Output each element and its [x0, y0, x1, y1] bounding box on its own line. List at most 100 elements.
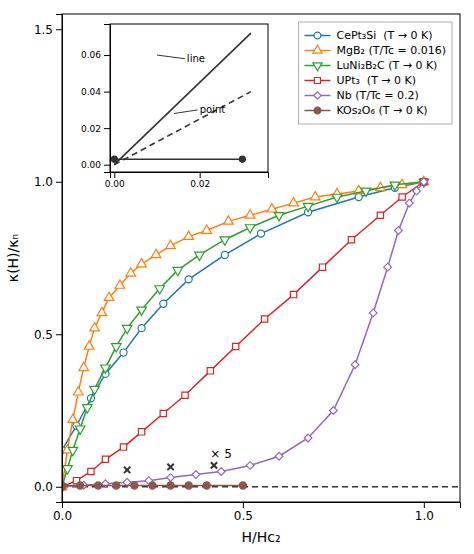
series-marker: [166, 240, 176, 248]
series-line: [114, 92, 251, 165]
y-tick: 0.0: [34, 480, 62, 494]
series-marker: [90, 386, 100, 394]
legend-item: KOs₂O₆ (T → 0 K): [304, 104, 427, 117]
series-marker: [101, 365, 111, 373]
inset-frame: [110, 24, 268, 172]
series-marker: [111, 344, 121, 352]
y-tick: 1.0: [34, 175, 62, 189]
legend-label: Nb (T/Tc = 0.2): [336, 89, 418, 102]
inset-x-tick-mark: [114, 172, 115, 178]
series-line: [62, 182, 424, 487]
series-marker: [348, 237, 354, 243]
legend-swatch-marker: [313, 63, 322, 71]
legend-item: Nb (T/Tc = 0.2): [304, 89, 418, 102]
inset-y-axis: 0.000.020.040.06: [81, 25, 111, 173]
legend-swatch-marker: [314, 32, 321, 39]
inset-y-tick-mark: [104, 165, 110, 166]
series-marker: [195, 252, 205, 260]
inset-y-tick-mark: [104, 92, 110, 93]
series-line: [62, 182, 424, 487]
series-marker: [220, 237, 230, 245]
inset-y-tick: 0.02: [81, 124, 110, 134]
series-marker: [115, 280, 125, 288]
series-marker: [185, 482, 192, 489]
y-axis-line: [56, 15, 63, 503]
inset-marks: [111, 33, 251, 165]
series-marker: [329, 407, 337, 415]
legend-swatch-marker: [314, 107, 321, 114]
inset-y-tick: 0.00: [81, 160, 110, 170]
x-tick-label: 1.0: [415, 509, 434, 523]
x-tick: 0.5: [234, 502, 253, 523]
series-marker: [73, 387, 83, 395]
series-marker: [274, 213, 284, 221]
x-tick-label: 0.5: [234, 509, 253, 523]
y-tick-label: 1.0: [34, 175, 53, 189]
inset-y-axis-line: [104, 25, 111, 173]
inset-x-tick-label: 0.02: [190, 179, 210, 189]
series-marker: [102, 480, 110, 488]
y-tick-mark: [56, 334, 62, 335]
series-marker: [257, 230, 264, 237]
series-marker: [160, 300, 167, 307]
inset-x-tick: 0.00: [105, 172, 125, 189]
x-tick: 1.0: [415, 502, 434, 523]
y-tick-mark: [56, 182, 62, 183]
series-marker: [151, 249, 161, 257]
series-marker: [138, 325, 145, 332]
series-marker: [111, 156, 117, 162]
annotation: line: [187, 53, 205, 64]
annotation-line: [157, 55, 185, 59]
series-marker: [68, 447, 78, 455]
series-marker: [120, 444, 126, 450]
series-marker: [224, 216, 234, 224]
series-marker: [77, 482, 84, 489]
series-marker: [90, 323, 100, 331]
series-marker: [290, 291, 296, 297]
marks: [62, 176, 460, 492]
y-tick: 0.5: [34, 328, 62, 342]
series-marker: [182, 392, 188, 398]
series-marker: [351, 361, 359, 369]
series-line: [62, 486, 460, 488]
series-marker: [97, 307, 107, 315]
series-marker: [184, 231, 194, 239]
x-tick-label: 0.0: [53, 509, 72, 523]
series-marker: [233, 343, 239, 349]
legend-label: UPt₃ (T → 0 K): [336, 74, 416, 87]
series-line: [62, 182, 424, 450]
series-marker: [167, 482, 174, 489]
series-marker: [167, 464, 173, 470]
y-tick-label: 0.0: [34, 480, 53, 494]
y-tick: 1.5: [34, 23, 62, 37]
series-marker: [120, 349, 127, 356]
series-marker: [75, 426, 85, 434]
legend-label: LuNi₂B₂C (T → 0 K): [336, 59, 437, 72]
legend-item: UPt₃ (T → 0 K): [304, 74, 416, 87]
series-marker: [245, 225, 255, 233]
inset-y-tick: 0.06: [81, 50, 110, 60]
inset-x-axis: 0.00 0.02: [105, 172, 269, 189]
series-marker: [95, 482, 102, 489]
series-marker: [185, 276, 192, 283]
x-axis-line: [63, 503, 461, 509]
inset-y-tick-mark: [104, 55, 110, 56]
series-marker: [289, 198, 299, 206]
annotation: × 5: [210, 447, 232, 461]
series-marker: [384, 263, 392, 271]
y-axis: 0.0 0.5 1.0 1.5: [34, 15, 63, 503]
series-marker: [304, 434, 312, 442]
series-marker: [275, 452, 283, 460]
series-marker: [102, 456, 108, 462]
series-marker: [239, 482, 246, 489]
series-line: [62, 182, 424, 487]
series-marker: [267, 204, 277, 212]
y-axis-title: κ(H)/κₙ: [5, 234, 21, 282]
x-axis: 0.0 0.5 1.0: [53, 502, 461, 523]
series-marker: [138, 429, 144, 435]
legend-swatch-marker: [314, 92, 321, 99]
series-marker: [167, 474, 175, 482]
series-marker: [420, 178, 428, 186]
inset-y-tick-mark: [104, 128, 110, 129]
inset-x-tick-mark: [200, 172, 201, 178]
